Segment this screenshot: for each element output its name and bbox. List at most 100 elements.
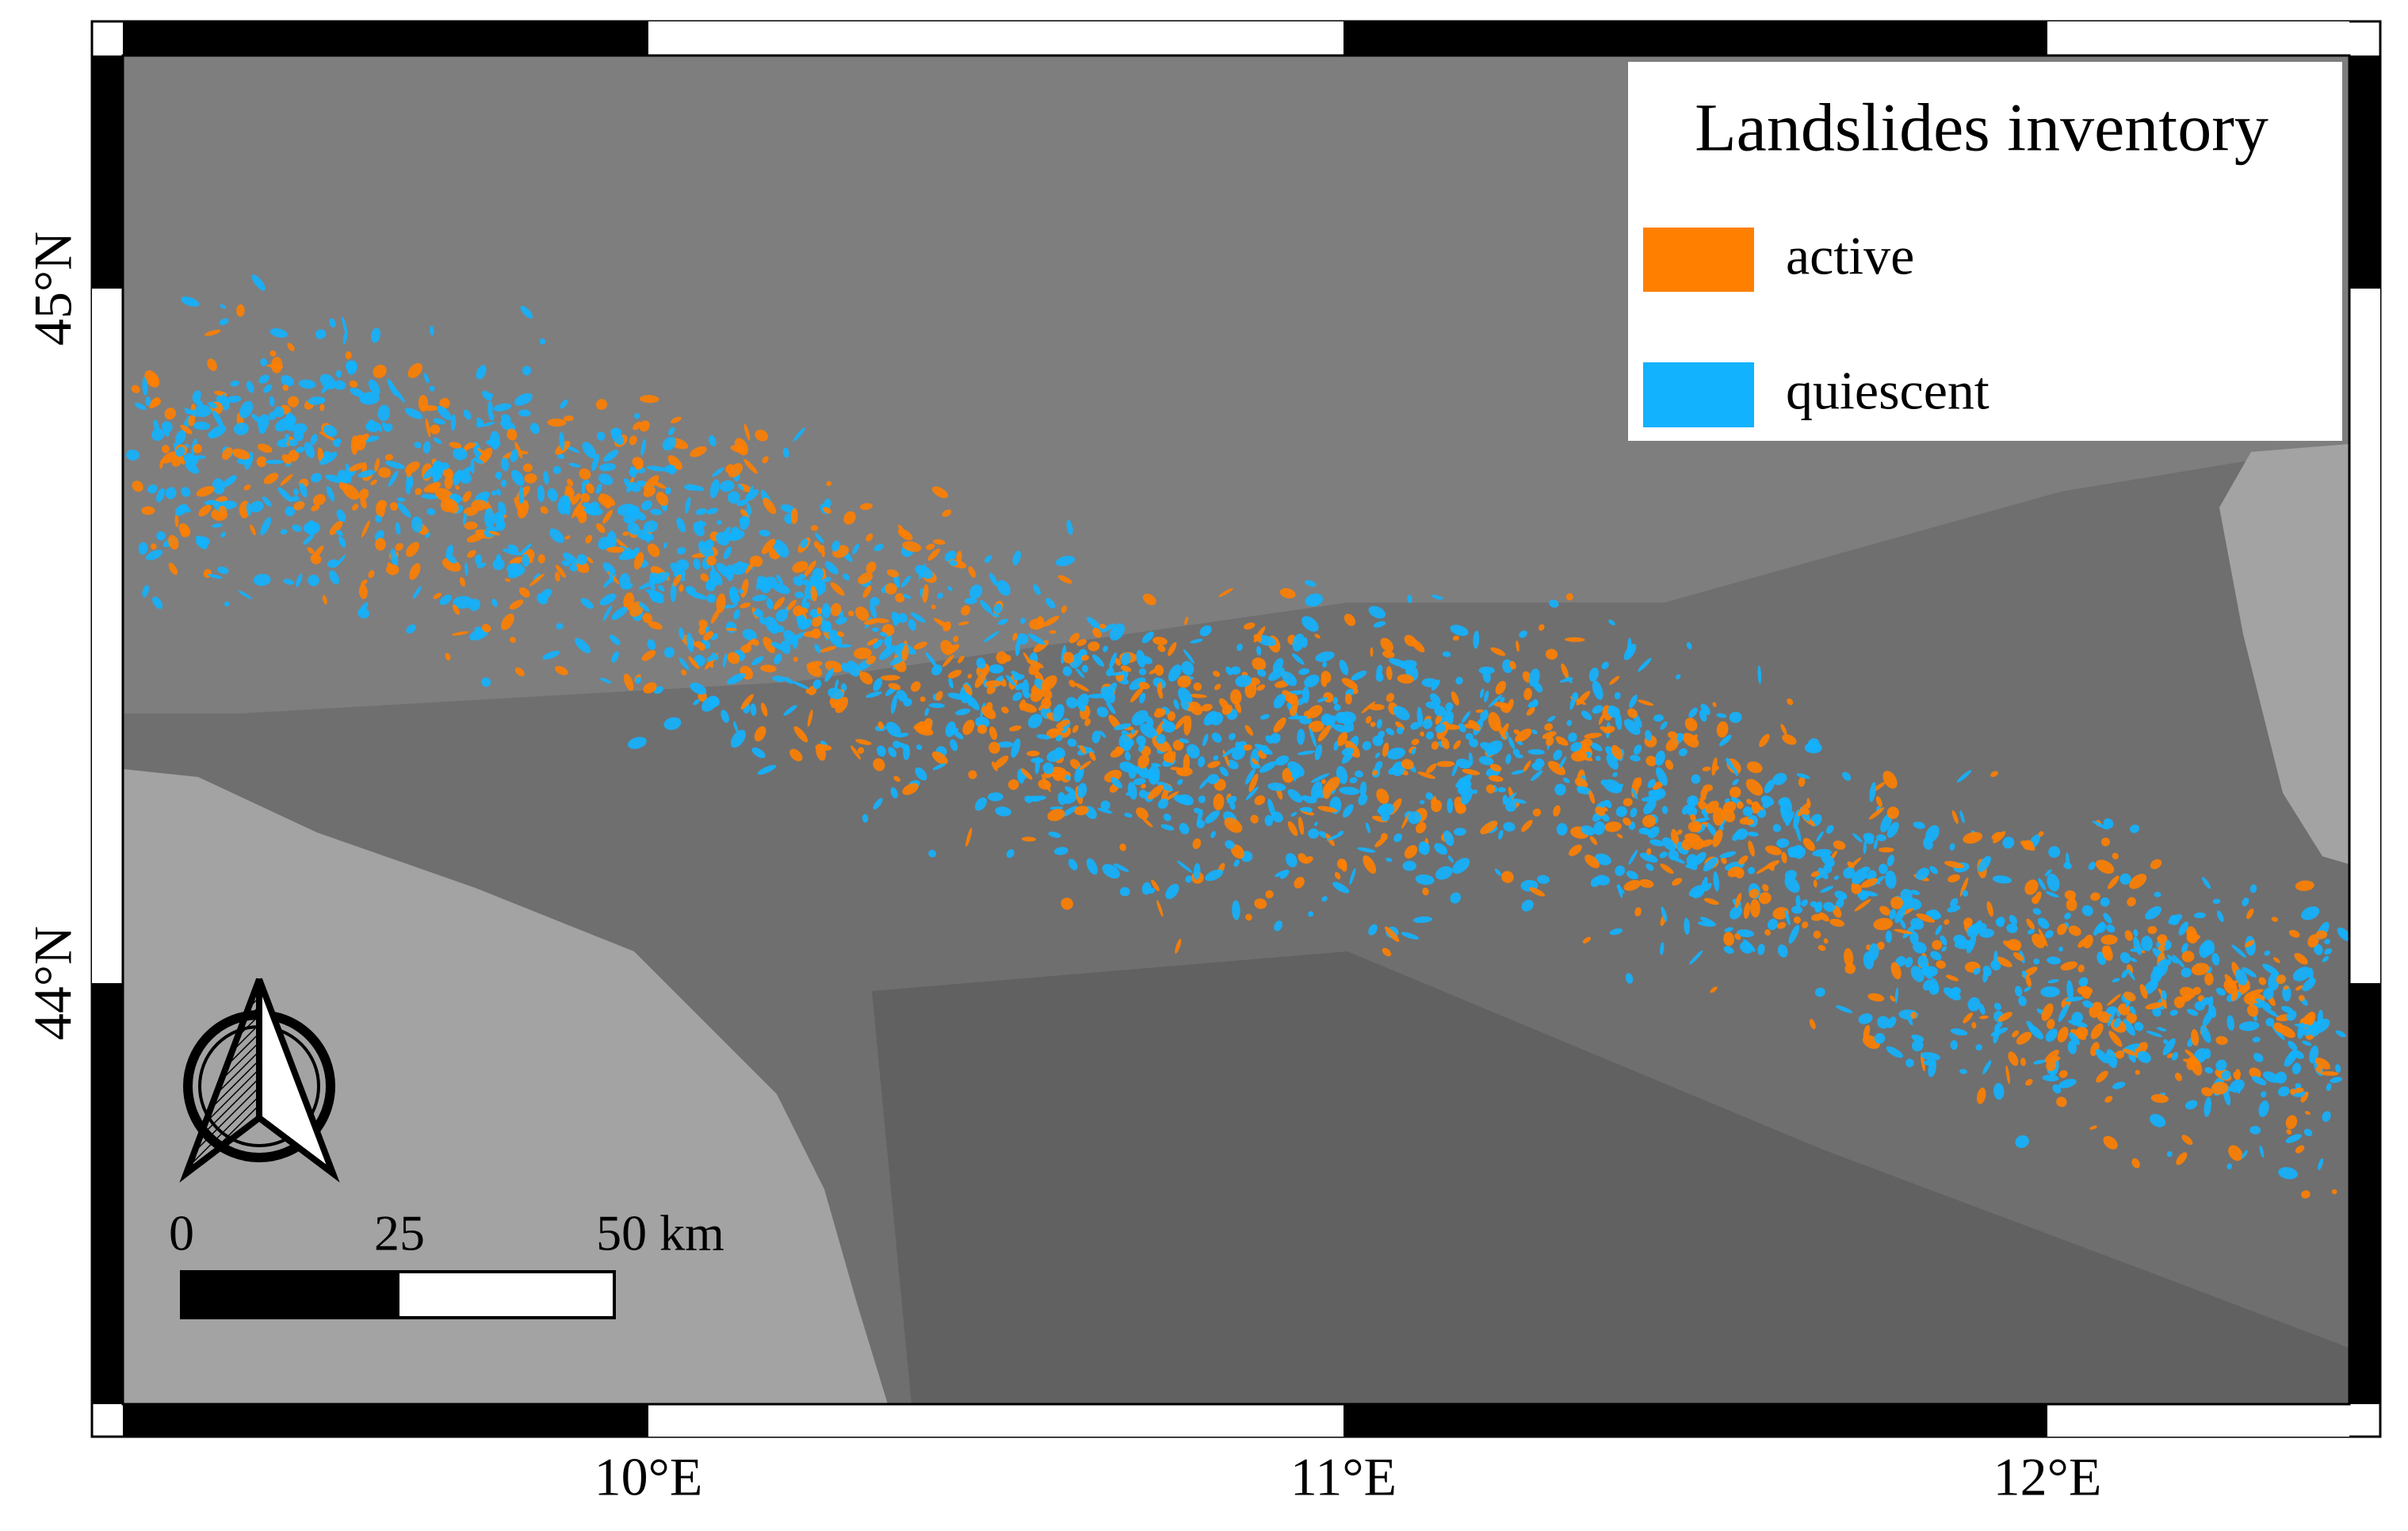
landslide-patch xyxy=(1274,921,1282,932)
landslide-patch xyxy=(236,304,245,317)
landslide-patch xyxy=(773,597,785,610)
landslide-patch xyxy=(1183,649,1194,664)
landslide-patch xyxy=(146,549,163,561)
frame-band xyxy=(1344,21,2047,55)
landslide-patch xyxy=(641,649,656,661)
landslide-patch xyxy=(1873,839,1879,850)
landslide-patch xyxy=(2046,1059,2057,1071)
landslide-patch xyxy=(1935,924,1943,936)
landslide-patch xyxy=(1820,886,1834,894)
landslide-patch xyxy=(1615,865,1626,876)
landslide-patch xyxy=(524,473,537,484)
landslide-patch xyxy=(1287,789,1303,803)
landslide-patch xyxy=(1788,924,1800,944)
landslide-patch xyxy=(1505,800,1517,812)
landslide-patch xyxy=(1450,892,1462,904)
landslide-patch xyxy=(1118,734,1133,752)
landslide-patch xyxy=(995,806,1011,817)
landslide-patch xyxy=(1623,817,1631,826)
landslide-patch xyxy=(1297,750,1316,756)
landslide-patch xyxy=(1947,874,1961,882)
landslide-patch xyxy=(996,580,1011,596)
landslide-patch xyxy=(1959,1069,1967,1074)
landslide-patch xyxy=(1294,876,1305,889)
landslide-patch xyxy=(464,442,476,450)
landslide-patch xyxy=(1874,1032,1886,1044)
landslide-patch xyxy=(1243,622,1256,630)
landslide-patch xyxy=(1076,783,1087,798)
legend-label: quiescent xyxy=(1786,361,1989,421)
landslide-patch xyxy=(739,515,748,524)
landslide-patch xyxy=(2067,1040,2077,1054)
landslide-patch xyxy=(1626,871,1638,880)
landslide-patch xyxy=(2276,974,2286,985)
landslide-patch xyxy=(586,483,594,494)
landslide-patch xyxy=(164,408,177,420)
landslide-patch xyxy=(1038,779,1052,790)
landslide-patch xyxy=(1376,788,1389,804)
landslide-patch xyxy=(1256,669,1267,677)
landslide-patch xyxy=(134,402,147,411)
landslide-patch xyxy=(319,451,338,465)
landslide-patch xyxy=(1462,768,1481,775)
landslide-patch xyxy=(2201,1087,2213,1097)
landslide-patch xyxy=(1661,806,1668,814)
landslide-patch xyxy=(709,696,720,707)
landslide-patch xyxy=(555,665,568,676)
landslide-patch xyxy=(716,593,726,614)
landslide-patch xyxy=(792,631,807,641)
landslide-patch xyxy=(1722,801,1737,813)
landslide-patch xyxy=(1705,800,1719,813)
landslide-patch xyxy=(1100,800,1110,810)
landslide-patch xyxy=(902,541,922,553)
landslide-patch xyxy=(180,527,190,538)
landslide-patch xyxy=(183,453,199,465)
landslide-patch xyxy=(250,500,264,513)
landslide-patch xyxy=(1152,637,1168,645)
landslide-patch xyxy=(2166,955,2178,964)
landslide-patch xyxy=(1314,633,1321,639)
landslide-patch xyxy=(2092,821,2109,830)
landslide-patch xyxy=(325,474,345,484)
landslide-patch xyxy=(1665,738,1679,752)
landslide-patch xyxy=(1823,901,1836,912)
landslide-patch xyxy=(1419,800,1425,805)
landslide-patch xyxy=(1407,595,1412,603)
landslide-patch xyxy=(1061,605,1068,614)
landslide-patch xyxy=(1512,798,1527,804)
lon-label: 10°E xyxy=(594,1447,703,1507)
landslide-patch xyxy=(976,657,986,669)
landslide-patch xyxy=(1245,787,1259,801)
landslide-patch xyxy=(1749,888,1760,899)
landslide-patch xyxy=(983,630,1000,643)
landslide-patch xyxy=(358,602,369,614)
landslide-patch xyxy=(1131,710,1149,725)
landslide-patch xyxy=(602,605,612,622)
landslide-patch xyxy=(690,446,707,457)
landslide-patch xyxy=(500,419,516,431)
landslide-patch xyxy=(2047,978,2059,984)
landslide-patch xyxy=(1821,852,1835,867)
landslide-patch xyxy=(2301,906,2320,921)
map-area xyxy=(123,55,2349,1404)
landslide-patch xyxy=(2139,984,2148,999)
landslide-patch xyxy=(1863,1024,1871,1039)
landslide-patch xyxy=(2166,1150,2173,1158)
landslide-patch xyxy=(1049,806,1064,810)
landslide-patch xyxy=(376,501,386,518)
landslide-patch xyxy=(1588,790,1596,804)
landslide-patch xyxy=(643,486,656,498)
landslide-patch xyxy=(1863,832,1875,841)
landslide-patch xyxy=(2262,963,2280,976)
landslide-patch xyxy=(2171,1051,2179,1061)
landslide-patch xyxy=(409,563,421,580)
landslide-patch xyxy=(489,431,500,450)
landslide-patch xyxy=(633,421,642,431)
landslide-patch xyxy=(257,443,273,454)
landslide-patch xyxy=(520,305,533,319)
landslide-patch xyxy=(990,613,1000,618)
landslide-patch xyxy=(725,565,734,582)
landslide-patch xyxy=(1062,666,1072,676)
landslide-patch xyxy=(1230,844,1244,859)
landslide-patch xyxy=(1036,734,1051,740)
